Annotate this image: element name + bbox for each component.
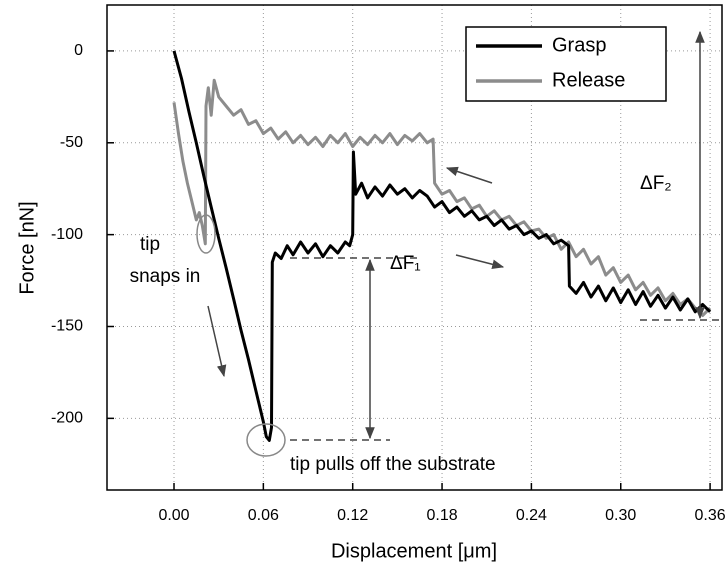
x-tick-label: 0.18 — [426, 507, 457, 524]
annotation: tip pulls off the substrate — [290, 454, 496, 475]
legend-box — [465, 26, 667, 102]
y-tick-label: 0 — [74, 42, 83, 59]
data-line — [172, 78, 712, 317]
y-tick-label: -200 — [51, 410, 83, 427]
x-tick-label: 0.00 — [158, 507, 189, 524]
x-tick-label: 0.06 — [248, 507, 279, 524]
arrow — [445, 166, 493, 184]
annotation: tip — [140, 234, 160, 255]
y-tick-label: -150 — [51, 318, 83, 335]
arrow — [207, 305, 227, 378]
x-axis-label: Displacement [μm] — [331, 540, 497, 562]
annotation: snaps in — [130, 266, 201, 287]
decorations — [196, 30, 722, 457]
x-tick-label: 0.24 — [516, 507, 547, 524]
circle — [246, 423, 286, 457]
x-tick-label: 0.30 — [605, 507, 636, 524]
annotation: ΔF₂ — [640, 173, 672, 194]
legend-label: Grasp — [552, 34, 606, 56]
x-tick-label: 0.36 — [695, 507, 726, 524]
y-tick-label: -50 — [60, 134, 83, 151]
annotation: ΔF₁ — [390, 253, 421, 274]
y-tick-label: -100 — [51, 226, 83, 243]
data-line — [172, 50, 712, 442]
y-axis-label: Force [nN] — [16, 201, 38, 294]
plot-frame — [106, 4, 723, 491]
x-tick-label: 0.12 — [337, 507, 368, 524]
arrow — [455, 254, 505, 269]
legend-label: Release — [552, 69, 625, 91]
circle — [196, 214, 216, 254]
